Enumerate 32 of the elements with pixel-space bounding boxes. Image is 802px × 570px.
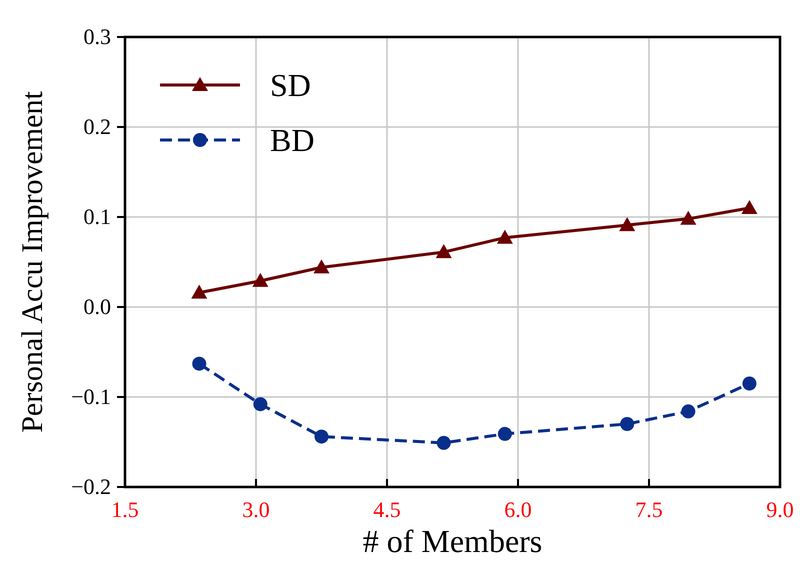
x-tick-label: 7.5 xyxy=(635,497,663,522)
point xyxy=(436,436,451,450)
x-tick-label: 3.0 xyxy=(242,497,270,522)
point xyxy=(191,284,208,299)
x-tick-label: 4.5 xyxy=(373,497,401,522)
point xyxy=(681,404,696,418)
point xyxy=(496,230,513,244)
point xyxy=(742,376,756,390)
point xyxy=(498,426,512,441)
y-tick-label: −0.2 xyxy=(71,474,111,499)
x-tick-label: 9.0 xyxy=(766,497,794,522)
y-tick-label: 0.2 xyxy=(84,114,111,139)
y-tick-label: 0.1 xyxy=(84,204,111,229)
x-tick-label: 6.0 xyxy=(504,497,532,522)
point xyxy=(680,210,696,225)
point xyxy=(620,417,634,431)
point xyxy=(314,259,330,274)
point xyxy=(619,217,636,232)
legend-label: SD xyxy=(270,67,311,103)
point xyxy=(436,244,452,258)
x-axis-title: # of Members xyxy=(362,523,542,559)
point xyxy=(192,356,206,371)
y-tick-label: 0.0 xyxy=(84,294,111,319)
point xyxy=(252,272,268,287)
legend-label: BD xyxy=(270,122,314,158)
x-tick-label: 1.5 xyxy=(111,497,139,522)
point xyxy=(314,430,328,444)
y-tick-label: −0.1 xyxy=(71,384,111,409)
point xyxy=(741,200,758,214)
y-tick-label: 0.3 xyxy=(84,24,111,49)
point xyxy=(253,397,268,412)
y-axis-title: Personal Accu Improvement xyxy=(16,90,49,433)
